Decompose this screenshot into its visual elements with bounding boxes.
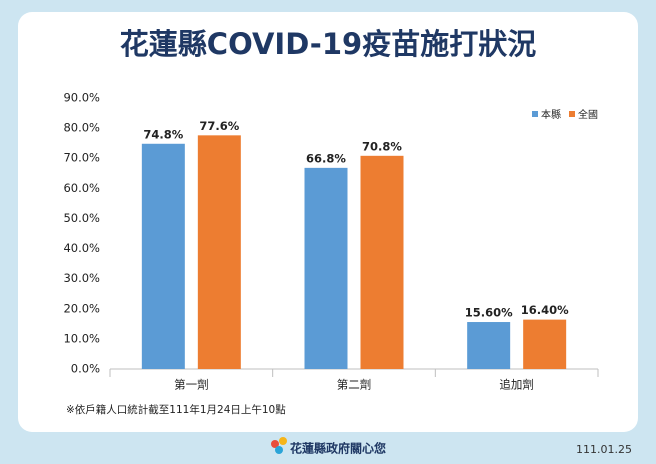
- value-label: 15.60%: [465, 306, 513, 320]
- legend-swatch: [569, 111, 575, 117]
- bar: [141, 143, 185, 369]
- bar: [523, 319, 567, 369]
- y-tick-label: 10.0%: [63, 331, 100, 345]
- x-tick-label: 第一劑: [174, 378, 209, 392]
- y-tick-label: 60.0%: [63, 181, 100, 195]
- value-label: 74.8%: [143, 127, 183, 141]
- y-tick-label: 90.0%: [63, 91, 100, 105]
- value-label: 77.6%: [199, 119, 239, 133]
- y-tick-label: 0.0%: [71, 362, 100, 376]
- footer-org: 花蓮縣政府關心您: [290, 441, 386, 456]
- y-tick-label: 50.0%: [63, 211, 100, 225]
- legend-label: 本縣: [541, 108, 561, 121]
- chart-title: 花蓮縣COVID-19疫苗施打狀況: [120, 27, 536, 61]
- value-label: 70.8%: [362, 139, 402, 153]
- bar: [304, 167, 348, 369]
- x-tick-label: 第二劑: [337, 378, 372, 392]
- value-label: 66.8%: [306, 151, 346, 165]
- x-tick-label: 追加劑: [499, 378, 534, 392]
- bar: [360, 155, 404, 369]
- legend-swatch: [532, 111, 538, 117]
- y-tick-label: 30.0%: [63, 271, 100, 285]
- y-tick-label: 70.0%: [63, 151, 100, 165]
- footnote: ※依戶籍人口統計截至111年1月24日上午10點: [66, 403, 286, 416]
- bar: [467, 322, 511, 369]
- value-label: 16.40%: [521, 303, 569, 317]
- footer-date: 111.01.25: [576, 443, 632, 456]
- legend-label: 全國: [578, 108, 598, 121]
- y-tick-label: 40.0%: [63, 241, 100, 255]
- logo: [271, 437, 287, 454]
- y-tick-label: 80.0%: [63, 121, 100, 135]
- bar: [197, 135, 241, 369]
- y-tick-label: 20.0%: [63, 301, 100, 315]
